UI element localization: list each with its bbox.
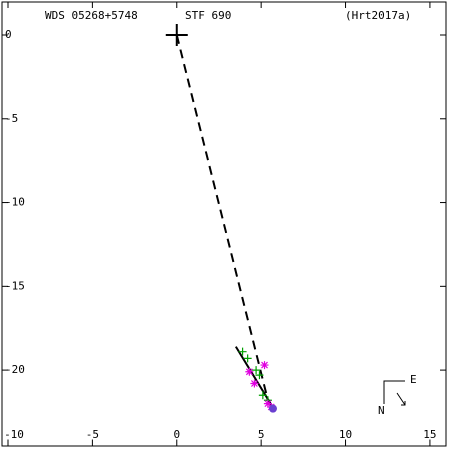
compass-north: N — [378, 404, 385, 417]
title-center: STF 690 — [185, 9, 231, 22]
point-primary — [165, 24, 188, 47]
x-tick-label: -10 — [4, 428, 24, 441]
point-plus — [255, 371, 264, 380]
x-tick-label: -5 — [86, 428, 99, 441]
compass: E N — [378, 373, 417, 417]
x-tick-label: 0 — [173, 428, 180, 441]
y-tick-label: -10 — [5, 196, 25, 209]
point-plus — [258, 391, 267, 400]
point-plus — [252, 366, 261, 375]
compass-east: E — [410, 373, 417, 386]
x-tick-label: 5 — [258, 428, 265, 441]
frame — [1, 1, 447, 447]
point-star — [250, 379, 259, 388]
title-right: (Hrt2017a) — [345, 9, 411, 22]
line-dashed — [175, 34, 269, 401]
point-dot — [268, 404, 277, 413]
y-tick-label: -15 — [5, 279, 25, 292]
y-tick-label: 0 — [5, 28, 12, 41]
title-left: WDS 05268+5748 — [45, 9, 138, 22]
point-star — [260, 361, 269, 370]
point-plus — [243, 354, 252, 363]
x-tick-label: 10 — [339, 428, 352, 441]
point-star — [245, 367, 254, 376]
compass-arrow — [396, 392, 406, 406]
y-tick-label: -20 — [5, 363, 25, 376]
x-tick-label: 15 — [423, 428, 436, 441]
point-star — [263, 399, 272, 408]
compass-axes — [383, 380, 405, 404]
y-tick-label: -5 — [5, 112, 18, 125]
point-plus — [238, 347, 247, 356]
